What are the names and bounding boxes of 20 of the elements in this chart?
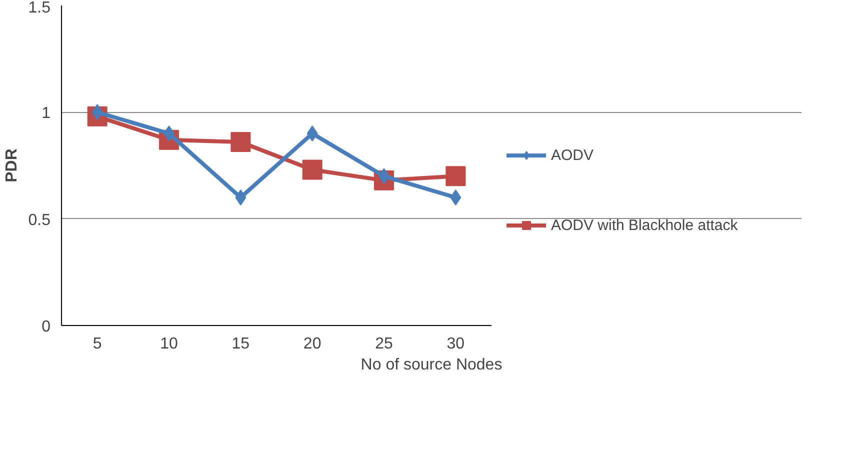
y-tick-label: 0.5 [28, 212, 51, 229]
x-tick-label: 30 [446, 336, 465, 352]
y-tick-label: 1.5 [28, 0, 51, 16]
point [230, 132, 251, 152]
point [302, 160, 322, 180]
y-tick-label: 0 [42, 318, 51, 336]
point [446, 166, 466, 186]
x-tick-label: 25 [375, 336, 393, 352]
x-axis-title: No of source Nodes [360, 356, 502, 374]
x-tick-label: 10 [160, 336, 178, 352]
y-axis-title: PDR [3, 148, 20, 182]
point [306, 126, 318, 142]
x-tick-label: 5 [92, 336, 102, 352]
x-tick-label: 20 [303, 336, 322, 352]
y-tick-label: 1 [42, 105, 51, 122]
x-tick-label: 15 [232, 336, 250, 352]
legend-label: AODV [551, 146, 594, 164]
point [450, 190, 462, 206]
legend-label: AODV with Blackhole attack [551, 216, 738, 234]
point [235, 190, 246, 206]
